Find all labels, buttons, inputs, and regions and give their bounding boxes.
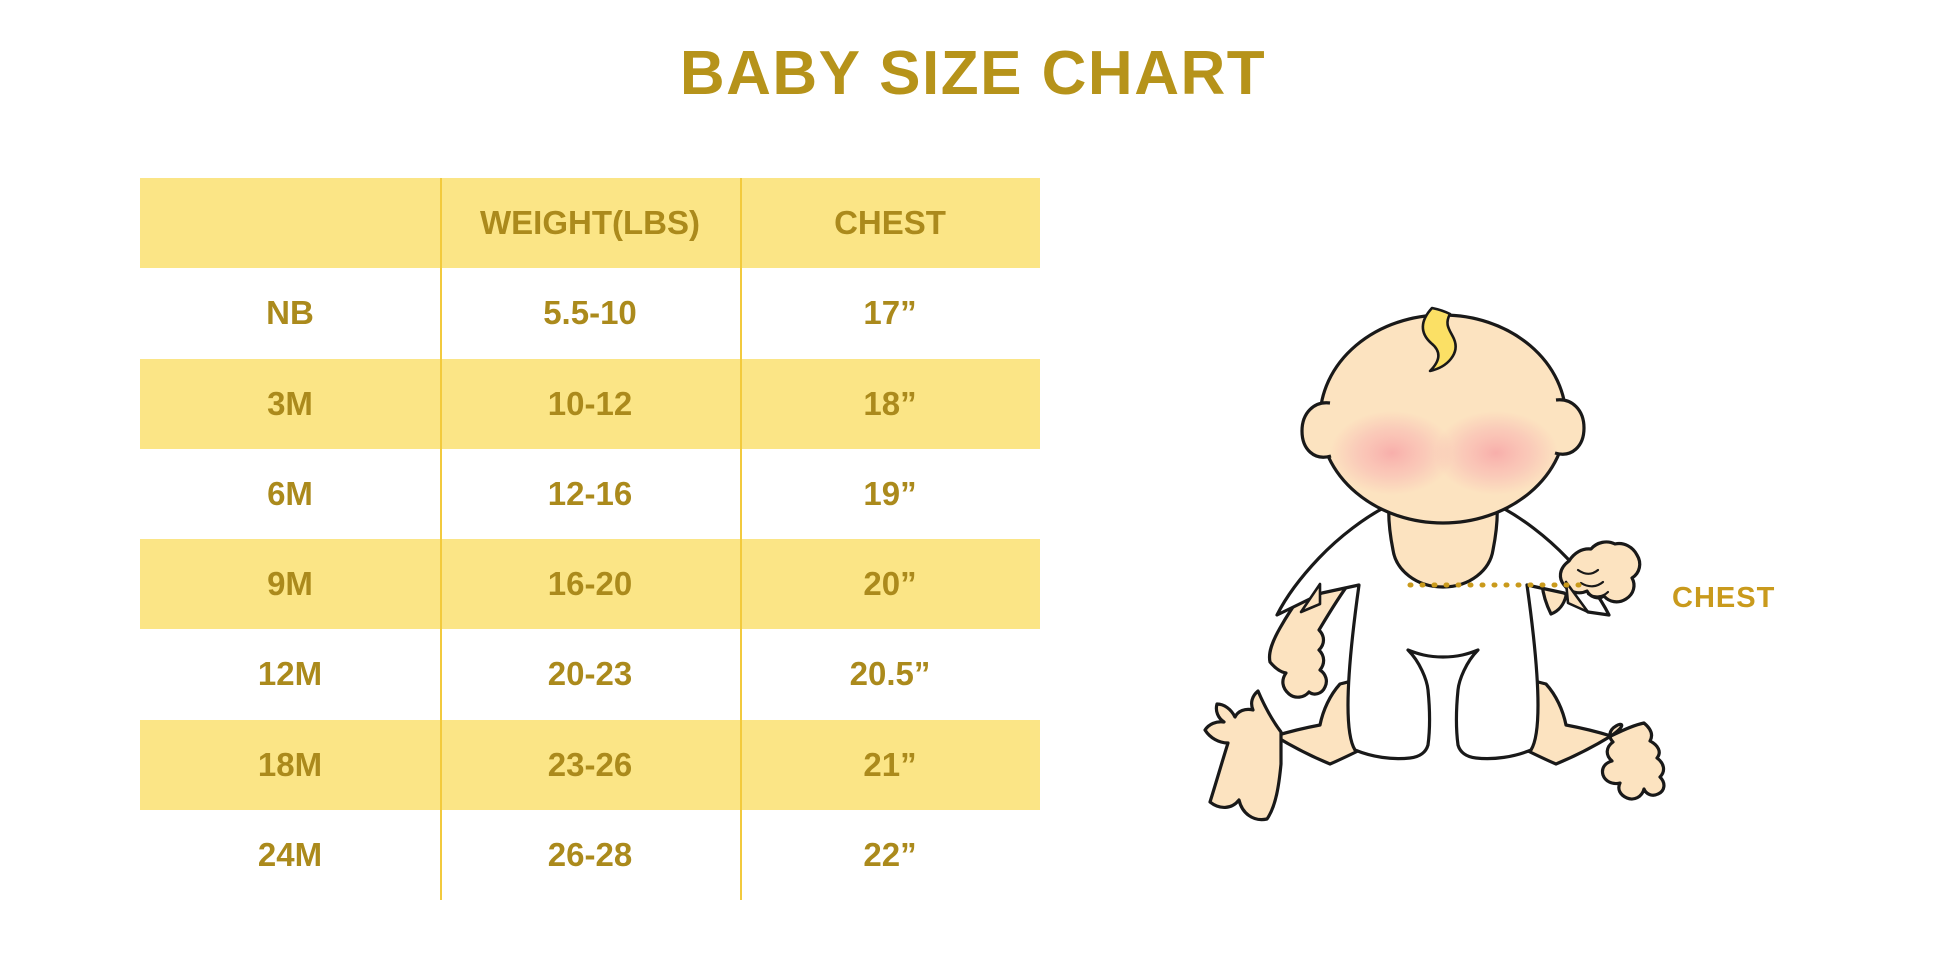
svg-text:CHEST: CHEST bbox=[1672, 582, 1775, 614]
